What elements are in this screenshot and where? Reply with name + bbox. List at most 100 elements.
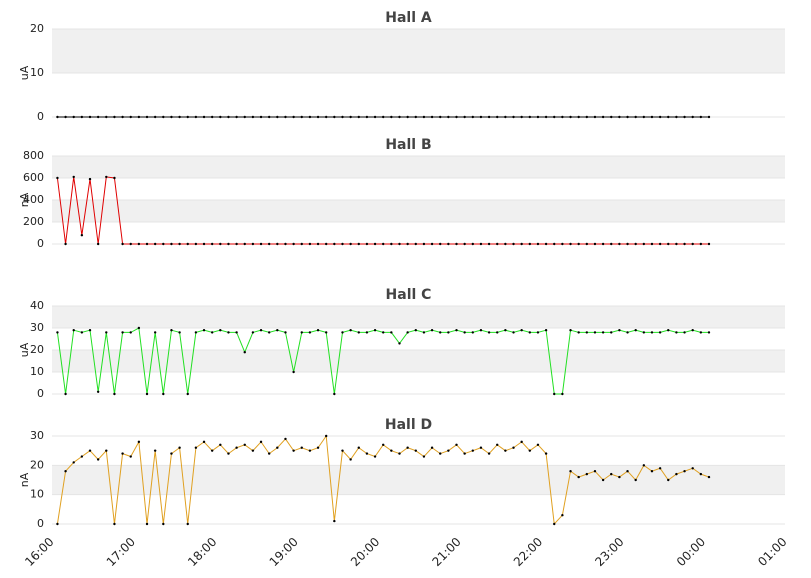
- data-point: [439, 242, 442, 246]
- data-point: [430, 242, 434, 246]
- data-point: [308, 449, 312, 452]
- data-point: [153, 115, 157, 119]
- data-point: [422, 331, 426, 334]
- data-point: [496, 115, 499, 119]
- data-point: [170, 452, 173, 455]
- data-point: [691, 242, 694, 246]
- data-point: [658, 242, 662, 246]
- x-tick-label: 21:00: [429, 535, 463, 569]
- data-point: [341, 449, 344, 452]
- data-point: [170, 115, 173, 119]
- y-tick-label: 10: [30, 365, 44, 378]
- data-point: [487, 452, 491, 455]
- data-point: [422, 455, 426, 458]
- grid-band: [52, 29, 785, 73]
- data-point: [561, 514, 564, 517]
- data-point: [186, 115, 189, 119]
- data-point: [145, 242, 149, 246]
- data-point: [178, 331, 181, 334]
- data-point: [707, 115, 711, 119]
- data-point: [390, 242, 393, 246]
- data-point: [153, 242, 157, 246]
- data-point: [121, 115, 124, 119]
- data-point: [267, 452, 271, 455]
- data-point: [618, 475, 621, 479]
- data-point: [601, 115, 605, 119]
- data-point: [585, 331, 589, 334]
- data-point: [667, 115, 670, 119]
- y-tick-label: 0: [37, 387, 44, 400]
- data-point: [536, 115, 540, 119]
- data-point: [259, 242, 263, 246]
- data-point: [553, 115, 556, 119]
- data-point: [626, 331, 629, 334]
- data-point: [390, 331, 393, 334]
- data-point: [569, 470, 572, 473]
- data-point: [162, 115, 165, 119]
- data-point: [610, 242, 613, 246]
- y-tick-label: 40: [30, 299, 44, 312]
- data-point: [520, 440, 523, 444]
- data-point: [243, 242, 246, 246]
- data-point: [88, 115, 92, 119]
- data-point: [414, 329, 417, 332]
- data-point: [292, 115, 295, 119]
- data-point: [194, 331, 198, 334]
- data-point: [430, 446, 434, 449]
- data-point: [406, 242, 409, 246]
- data-point: [414, 115, 417, 119]
- data-point: [333, 115, 336, 119]
- data-point: [520, 329, 523, 332]
- data-point: [145, 115, 149, 119]
- data-point: [593, 242, 597, 246]
- data-point: [56, 522, 59, 526]
- y-tick-label: 20: [30, 458, 44, 471]
- data-point: [56, 176, 59, 180]
- data-point: [479, 242, 483, 246]
- data-point: [390, 449, 393, 452]
- data-point: [357, 331, 360, 334]
- data-point: [642, 115, 646, 119]
- data-point: [284, 331, 287, 334]
- data-point: [80, 234, 84, 237]
- data-point: [276, 242, 279, 246]
- data-point: [235, 331, 238, 334]
- data-point: [308, 115, 312, 119]
- data-point: [235, 242, 238, 246]
- data-point: [658, 331, 662, 334]
- x-tick-label: 17:00: [104, 535, 138, 569]
- data-point: [398, 342, 401, 345]
- data-point: [300, 115, 303, 119]
- data-point: [56, 115, 59, 119]
- data-point: [292, 370, 295, 374]
- data-point: [105, 115, 108, 119]
- grid-band: [52, 350, 785, 372]
- panel-title: Hall B: [385, 137, 431, 153]
- data-point: [121, 242, 124, 246]
- data-point: [357, 115, 360, 119]
- data-point: [699, 331, 703, 334]
- data-point: [88, 177, 92, 181]
- y-tick-label: 400: [23, 193, 44, 206]
- data-point: [56, 331, 59, 334]
- data-point: [284, 437, 287, 441]
- data-point: [406, 115, 409, 119]
- data-point: [145, 522, 149, 526]
- data-point: [601, 331, 605, 334]
- data-point: [699, 115, 703, 119]
- data-point: [292, 242, 295, 246]
- data-point: [219, 115, 222, 119]
- data-point: [675, 242, 678, 246]
- y-tick-label: 0: [37, 517, 44, 530]
- data-point: [455, 329, 458, 332]
- data-point: [308, 331, 312, 334]
- data-point: [210, 242, 214, 246]
- data-point: [284, 242, 287, 246]
- data-point: [267, 115, 271, 119]
- data-point: [577, 242, 580, 246]
- data-point: [675, 472, 678, 476]
- data-point: [577, 331, 580, 334]
- data-point: [219, 329, 222, 332]
- data-point: [650, 470, 654, 473]
- data-point: [569, 242, 572, 246]
